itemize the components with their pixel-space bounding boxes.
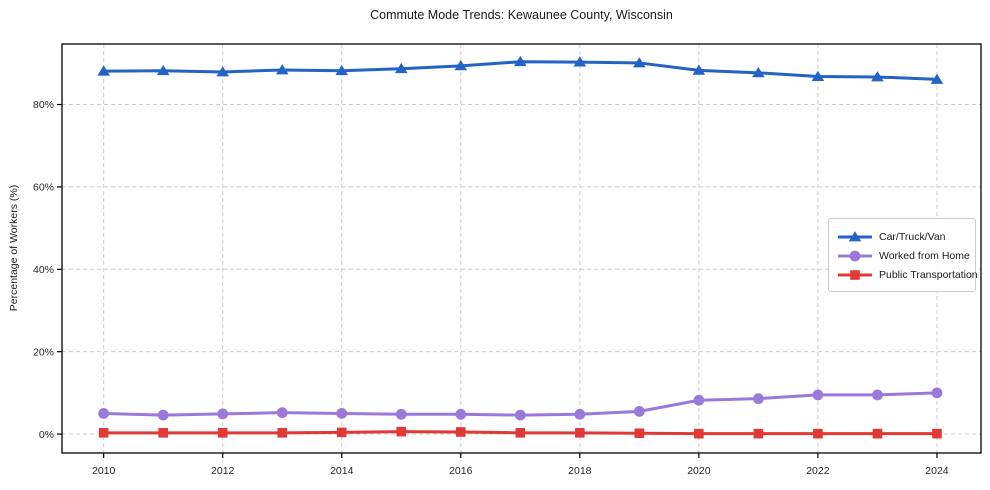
series-public-transportation-point-2015 [396,426,407,437]
legend-sample-svg [838,269,872,280]
series-public-transportation [98,426,942,439]
series-worked-from-home-point-2017 [514,409,526,421]
legend-label-worked-from-home: Worked from Home [879,249,970,262]
series-public-transportation-point-2013 [277,428,288,438]
series-car-truck-van-point-2023 [871,71,884,82]
x-tick-label-2010: 2010 [92,465,116,477]
series-public-transportation-point-2020 [694,428,704,439]
series-public-transportation-point-2022 [813,428,823,439]
series-car-truck-van-point-2014 [335,64,349,76]
series-car-truck-van-point-2011 [156,64,170,76]
legend-item-worked-from-home: Worked from Home [838,247,970,264]
chart-title: Commute Mode Trends: Kewaunee County, Wi… [370,8,673,22]
series-worked-from-home-point-2013 [276,407,288,419]
plot-border [61,43,982,454]
y-tick-label-20: 20% [33,346,54,358]
legend-sample-svg [838,250,872,261]
series-public-transportation-point-2012 [217,428,228,438]
legend-sample-marker [848,230,862,241]
series-car-truck-van-point-2015 [394,62,408,74]
y-tick-label-60: 60% [33,182,54,194]
series-car-truck-van-point-2018 [573,56,587,67]
series-public-transportation-point-2018 [575,428,585,438]
x-tick-label-2020: 2020 [687,465,711,477]
series-worked-from-home [98,387,943,421]
y-tick-label-0: 0% [39,429,54,441]
series-car-truck-van-point-2013 [275,64,289,75]
x-tick-label-2012: 2012 [211,465,235,477]
series-public-transportation-point-2019 [634,428,645,439]
series-worked-from-home-point-2018 [574,408,586,420]
series-car-truck-van-point-2012 [216,66,230,77]
series-car-truck-van-point-2024 [930,73,944,84]
series-worked-from-home-point-2019 [633,405,645,417]
series-worked-from-home-point-2022 [812,389,824,401]
series-worked-from-home-point-2014 [336,408,348,419]
legend-sample-marker [849,250,861,261]
series-car-truck-van-point-2019 [633,57,646,68]
legend-sample-svg [838,230,872,241]
series-worked-from-home-point-2016 [455,408,467,420]
series-worked-from-home-point-2021 [752,393,764,405]
legend-label-public-transportation: Public Transportation [879,268,978,281]
series-worked-from-home-point-2023 [872,389,883,401]
series-car-truck-van-point-2022 [811,70,825,81]
series-public-transportation-point-2014 [336,427,347,438]
series-car-truck-van-point-2021 [752,67,765,78]
series-car-truck-van-point-2020 [692,64,706,75]
series-car-truck-van-point-2016 [454,60,468,71]
series-public-transportation-point-2016 [455,427,466,437]
y-tick-label-80: 80% [33,99,54,111]
legend-marker-public-transportation-icon [838,268,872,282]
legend-marker-worked-from-home-icon [838,249,872,263]
series-worked-from-home-point-2010 [98,408,110,419]
series-public-transportation-point-2010 [98,428,109,438]
series-public-transportation-point-2021 [753,428,764,439]
series-car-truck-van-point-2010 [97,65,110,76]
series-public-transportation-point-2011 [158,428,168,438]
series-worked-from-home-point-2015 [395,408,407,420]
y-tick-label-40: 40% [33,264,54,276]
series-worked-from-home-point-2012 [217,408,229,420]
series-public-transportation-point-2017 [515,428,526,438]
series-worked-from-home-point-2011 [157,409,169,421]
series-worked-from-home-point-2020 [693,394,705,406]
legend-label-car-truck-van: Car/Truck/Van [879,230,946,243]
legend-item-car-truck-van: Car/Truck/Van [838,228,966,245]
legend-sample-marker [850,269,860,280]
x-tick-label-2024: 2024 [925,465,949,477]
series-public-transportation-point-2024 [932,428,942,439]
x-tick-label-2022: 2022 [806,465,830,477]
legend-marker-car-truck-van-icon [838,230,872,244]
x-tick-label-2014: 2014 [330,465,354,477]
series-car-truck-van-point-2017 [514,55,527,67]
legend: Car/Truck/Van Worked from Home Public Tr… [828,218,978,292]
legend-item-public-transportation: Public Transportation [838,266,978,283]
x-tick-label-2018: 2018 [568,465,592,477]
series-public-transportation-point-2023 [872,428,883,439]
series-car-truck-van [97,55,944,84]
x-tick-label-2016: 2016 [449,465,473,477]
series-worked-from-home-point-2024 [931,387,943,399]
